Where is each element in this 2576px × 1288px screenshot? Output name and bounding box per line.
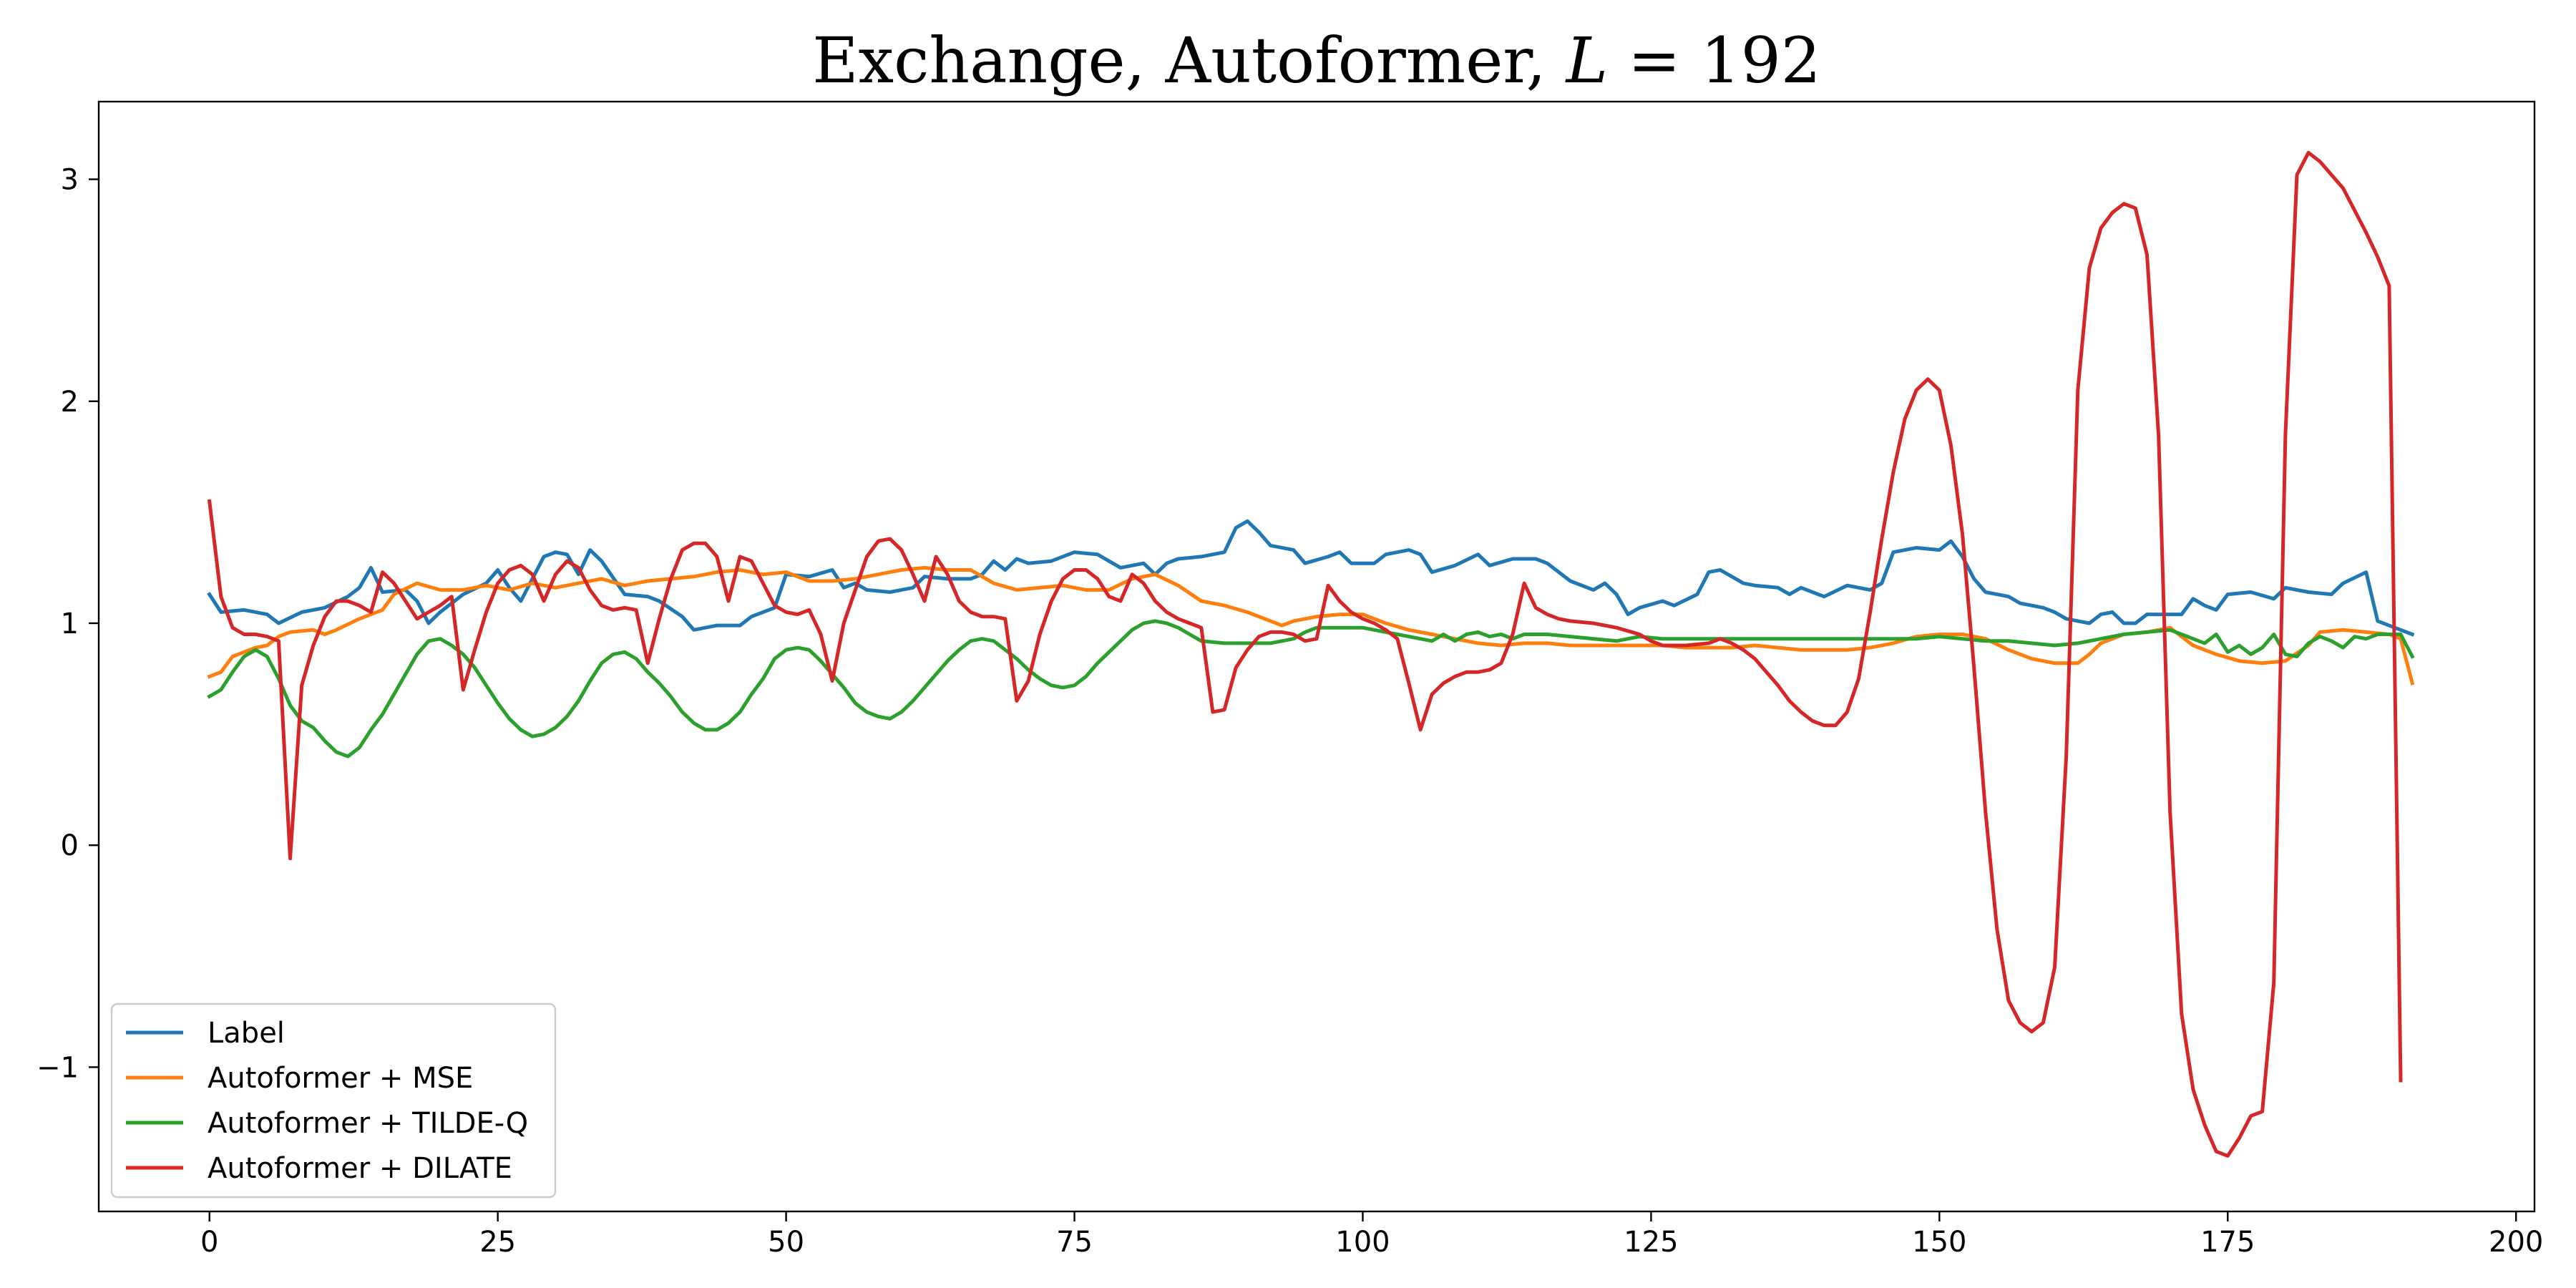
legend-label-2: Autoformer + TILDE-Q (208, 1107, 528, 1140)
y-tick-label: 2 (61, 386, 79, 419)
x-tick-label: 100 (1335, 1226, 1390, 1259)
plot-frame (97, 100, 2536, 1213)
chart-title-prefix: Exchange, Autoformer, (812, 24, 1566, 97)
x-tick-label: 75 (1056, 1226, 1093, 1259)
x-tick-label: 50 (768, 1226, 804, 1259)
legend-label-1: Autoformer + MSE (208, 1062, 473, 1095)
x-tick-label: 0 (200, 1226, 218, 1259)
legend-box (110, 1002, 557, 1199)
x-axis: 0 25 50 75 100 125 150 175 200 (200, 1211, 2543, 1259)
legend: Label Autoformer + MSE Autoformer + TILDE-… (110, 1002, 557, 1199)
series-line-3 (207, 150, 2403, 1158)
legend-label-0: Label (208, 1017, 285, 1050)
x-tick-label: 200 (2489, 1226, 2543, 1259)
x-tick-label: 25 (479, 1226, 516, 1259)
y-tick-label: 0 (61, 829, 79, 862)
legend-label-3: Autoformer + DILATE (208, 1152, 512, 1185)
series-line-1 (207, 565, 2415, 686)
y-axis: 3 2 1 0 −1 (36, 164, 99, 1084)
x-tick-label: 175 (2200, 1226, 2255, 1259)
y-tick-label: 3 (61, 164, 79, 197)
series-layer (207, 150, 2415, 1158)
chart-title-variable: L (1565, 24, 1608, 97)
series-line-0 (207, 519, 2415, 637)
y-tick-label: −1 (36, 1051, 79, 1084)
series-line-2 (207, 619, 2415, 758)
x-tick-label: 125 (1624, 1226, 1678, 1259)
y-tick-label: 1 (61, 608, 79, 640)
chart-title-suffix: = 192 (1608, 24, 1821, 97)
x-tick-label: 150 (1912, 1226, 1966, 1259)
chart-title: Exchange, Autoformer, L = 192 (812, 24, 1820, 97)
